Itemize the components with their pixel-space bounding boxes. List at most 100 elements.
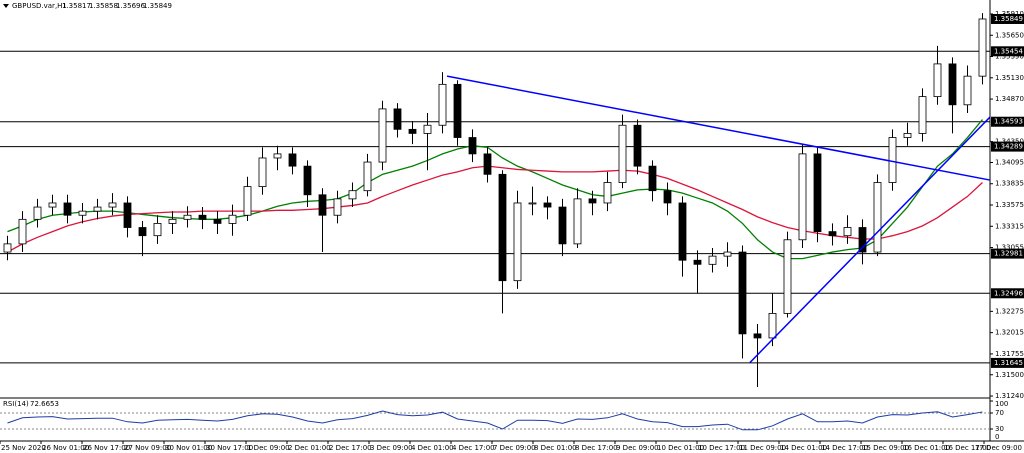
y-tick-label: 1.31500: [995, 371, 1024, 379]
candle-body: [108, 202, 117, 208]
trendline: [749, 116, 991, 364]
candle-body: [93, 206, 102, 212]
candle-body: [888, 137, 897, 183]
rsi-value: 72.6653: [30, 400, 59, 408]
candle-body: [138, 227, 147, 237]
level-label-box: [991, 248, 1024, 259]
candle-body: [633, 124, 642, 167]
candle-body: [873, 182, 882, 253]
rsi-name: RSI(14): [3, 400, 29, 408]
x-tick-label: 25 Nov 2020: [1, 444, 46, 452]
candle-body: [288, 153, 297, 167]
x-tick-label: 14 Dec 17:00: [821, 444, 868, 452]
candle-body: [318, 194, 327, 216]
level-label-box: [991, 141, 1024, 152]
moving-average: [7, 119, 983, 260]
trendline: [446, 75, 991, 181]
x-tick-label: 10 Dec 17:00: [698, 444, 745, 452]
candle-body: [843, 227, 852, 237]
candle-body: [948, 63, 957, 106]
candle-body: [558, 206, 567, 245]
x-tick-label: 4 Dec 17:00: [452, 444, 495, 452]
candle-body: [708, 255, 717, 265]
candle-body: [738, 251, 747, 335]
candle-body: [18, 218, 27, 245]
candle-body: [933, 63, 942, 98]
x-tick-label: 26 Nov 01:00: [42, 444, 89, 452]
x-tick-label: 2 Dec 17:00: [329, 444, 372, 452]
candle-body: [273, 153, 282, 159]
candle-body: [573, 198, 582, 245]
y-tick-label: 1.34095: [995, 158, 1024, 166]
candle-body: [363, 161, 372, 192]
x-tick-label: 8 Dec 17:00: [575, 444, 618, 452]
candle-body: [798, 153, 807, 241]
x-tick-label: 3 Dec 09:00: [370, 444, 413, 452]
candle-body: [408, 128, 417, 134]
candle-body: [828, 231, 837, 237]
quote-high: 1.35858: [89, 2, 118, 10]
price-label-box: [991, 13, 1024, 24]
menu-arrow[interactable]: [3, 4, 9, 8]
candle-body: [213, 218, 222, 224]
candle-body: [528, 202, 537, 205]
candle-body: [663, 190, 672, 204]
level-label-box: [991, 116, 1024, 127]
candle-body: [918, 96, 927, 134]
x-tick-label: 11 Dec 09:00: [739, 444, 786, 452]
y-tick-label: 1.33835: [995, 180, 1024, 188]
candle-body: [48, 202, 57, 208]
x-tick-label: 30 Nov 01:00: [165, 444, 212, 452]
candle-body: [393, 108, 402, 130]
candle-body: [168, 218, 177, 224]
symbol: GBPUSD.var,H1: [12, 2, 67, 10]
y-tick-label: 1.35390: [995, 53, 1024, 61]
candle-body: [603, 182, 612, 204]
candle-body: [303, 165, 312, 196]
candle-body: [468, 137, 477, 155]
candle-body: [903, 133, 912, 138]
level-label: 1.31645: [994, 359, 1023, 367]
quote-low: 1.35696: [116, 2, 145, 10]
x-tick-label: 27 Nov 09:00: [124, 444, 171, 452]
candle-body: [483, 153, 492, 175]
candle-body: [978, 18, 987, 77]
level-label: 1.35454: [994, 47, 1023, 55]
rsi-tick-label: 0: [995, 433, 999, 441]
candle-body: [498, 173, 507, 282]
level-label-box: [991, 357, 1024, 368]
rsi-tick-label: 30: [995, 425, 1004, 433]
x-tick-label: 10 Dec 01:00: [657, 444, 704, 452]
x-tick-label: 26 Nov 17:00: [83, 444, 130, 452]
candle-body: [33, 206, 42, 220]
y-tick-label: 1.33575: [995, 201, 1024, 209]
x-tick-label: 9 Dec 09:00: [616, 444, 659, 452]
x-tick-label: 16 Dec 01:00: [903, 444, 950, 452]
candle-body: [678, 202, 687, 261]
y-tick-label: 1.33055: [995, 244, 1024, 252]
price-label: 1.35849: [994, 15, 1023, 23]
candle-body: [123, 202, 132, 228]
candle-body: [813, 153, 822, 233]
x-tick-label: 8 Dec 01:00: [534, 444, 577, 452]
x-tick-label: 7 Dec 09:00: [493, 444, 536, 452]
x-tick-label: 14 Dec 01:00: [780, 444, 827, 452]
candle-body: [333, 198, 342, 216]
candle-body: [63, 202, 72, 216]
y-tick-label: 1.35650: [995, 31, 1024, 39]
quote-open: 1.35817: [62, 2, 91, 10]
candle-body: [723, 251, 732, 257]
level-label: 1.34289: [994, 143, 1023, 151]
candle-body: [693, 259, 702, 265]
candle-body: [78, 210, 87, 216]
y-tick-label: 1.33315: [995, 222, 1024, 230]
candle-body: [243, 186, 252, 216]
candle-body: [648, 165, 657, 192]
rsi-tick-label: 100: [995, 400, 1008, 408]
candle-body: [768, 313, 777, 339]
candle-body: [513, 202, 522, 282]
x-tick-label: 4 Dec 01:00: [411, 444, 454, 452]
candle-body: [198, 214, 207, 220]
y-tick-label: 1.32015: [995, 329, 1024, 337]
